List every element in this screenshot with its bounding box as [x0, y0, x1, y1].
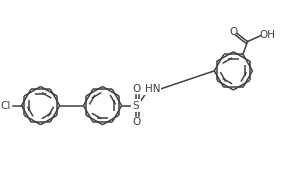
- Text: Cl: Cl: [1, 101, 11, 111]
- Text: O: O: [229, 27, 237, 37]
- Text: O: O: [132, 117, 140, 127]
- Text: S: S: [133, 101, 139, 111]
- Text: HN: HN: [144, 84, 160, 94]
- Text: O: O: [132, 84, 140, 94]
- Text: OH: OH: [259, 30, 275, 40]
